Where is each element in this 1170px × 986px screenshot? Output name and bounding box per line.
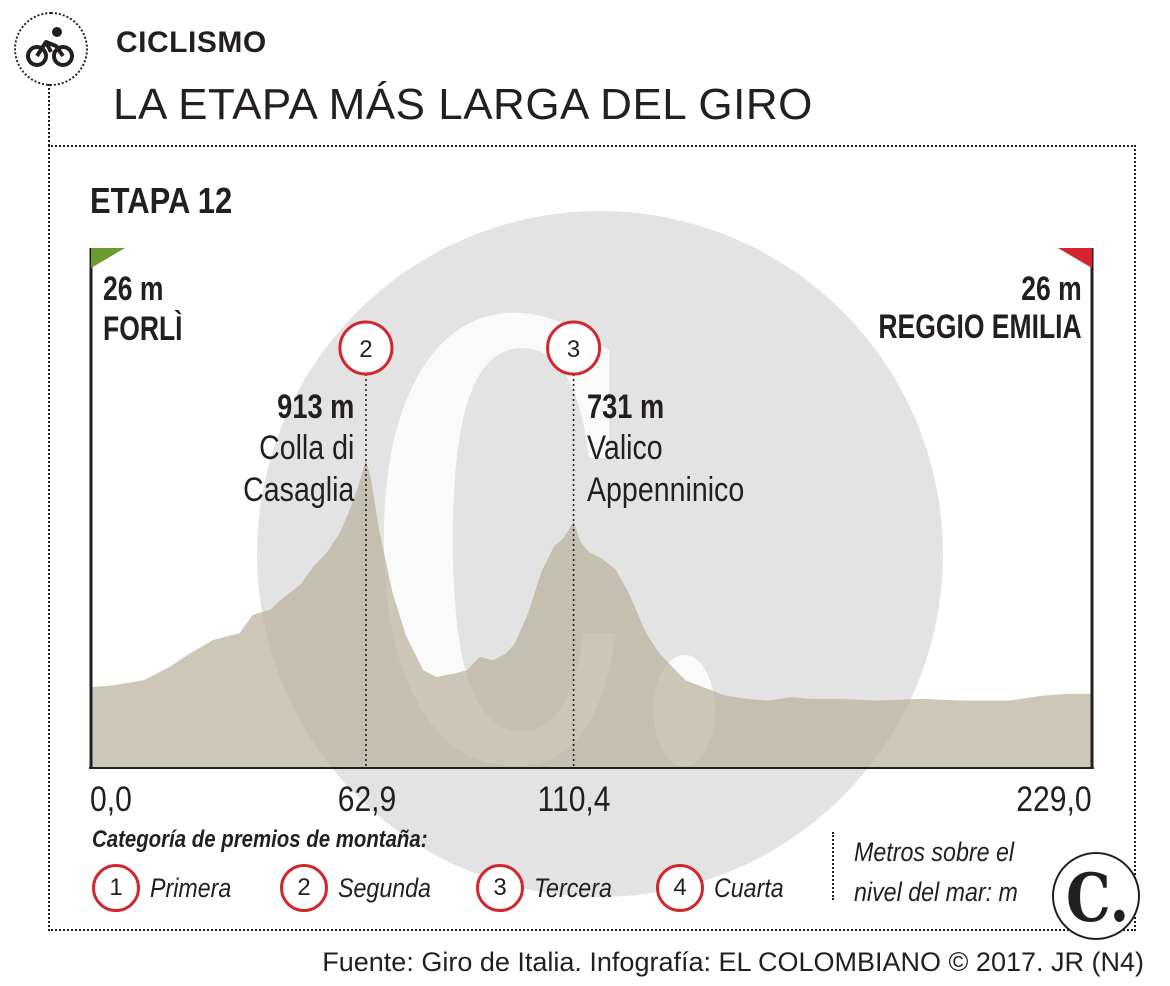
stage-title: ETAPA 12: [90, 180, 233, 221]
legend-label: Primera: [150, 873, 232, 903]
chart-frame: [48, 145, 1136, 931]
cyclist-badge: [14, 12, 88, 86]
climb-2-altitude: 731 m: [587, 388, 665, 426]
climb-1-labels: 913 m Colla di Casaglia: [222, 388, 354, 511]
header-connector: [48, 84, 50, 146]
section-label: CICLISMO: [116, 26, 267, 59]
legend-divider: [832, 832, 834, 900]
finish-place: REGGIO EMILIA: [878, 308, 1082, 346]
cyclist-icon: [26, 27, 74, 67]
units-note: Metros sobre el nivel del mar: m: [854, 832, 1018, 912]
finish-altitude: 26 m: [1021, 270, 1082, 308]
climb-2-category-badge: [546, 320, 602, 376]
brand-logo-text: C.: [1066, 859, 1130, 937]
climb-2-labels: 731 m Valico Appenninico: [587, 388, 774, 511]
brand-logo: C.: [1052, 852, 1140, 940]
x-tick-climb-1: 62,9: [337, 780, 397, 819]
x-tick-start: 0,0: [90, 780, 132, 819]
finish-label-block: 26 m REGGIO EMILIA: [821, 270, 1082, 347]
legend-title: Categoría de premios de montaña:: [92, 826, 428, 853]
climb-1-category-number: 2: [359, 336, 372, 363]
legend-label: Segunda: [338, 873, 431, 903]
climb-2-category-number: 3: [567, 336, 580, 363]
climb-1-category-badge: [338, 320, 394, 376]
source-credit: Fuente: Giro de Italia. Infografía: EL C…: [322, 947, 1144, 977]
category-badge: 4: [656, 864, 704, 912]
finish-flag: [1058, 248, 1092, 268]
climb-1-name-line1: Colla di: [258, 429, 354, 467]
climb-1-name-line2: Casaglia: [242, 471, 354, 509]
climb-2-name-line2: Appenninico: [587, 471, 745, 509]
units-note-line2: nivel del mar: m: [854, 877, 1018, 907]
legend-label: Cuarta: [714, 873, 784, 903]
elevation-area: [91, 460, 1092, 768]
units-note-line1: Metros sobre el: [854, 837, 1015, 867]
climb-1-altitude: 913 m: [276, 388, 354, 426]
category-badge: 3: [476, 864, 524, 912]
headline: LA ETAPA MÁS LARGA DEL GIRO: [113, 80, 813, 129]
climb-2-name-line1: Valico: [587, 429, 663, 467]
start-flag: [91, 248, 125, 268]
category-badge: 1: [92, 864, 140, 912]
start-place: FORLÌ: [103, 310, 183, 348]
x-tick-finish: 229,0: [1016, 780, 1092, 819]
category-badge: 2: [280, 864, 328, 912]
start-altitude: 26 m: [103, 270, 164, 308]
x-tick-climb-2: 110,4: [537, 780, 611, 819]
legend-label: Tercera: [534, 873, 612, 903]
